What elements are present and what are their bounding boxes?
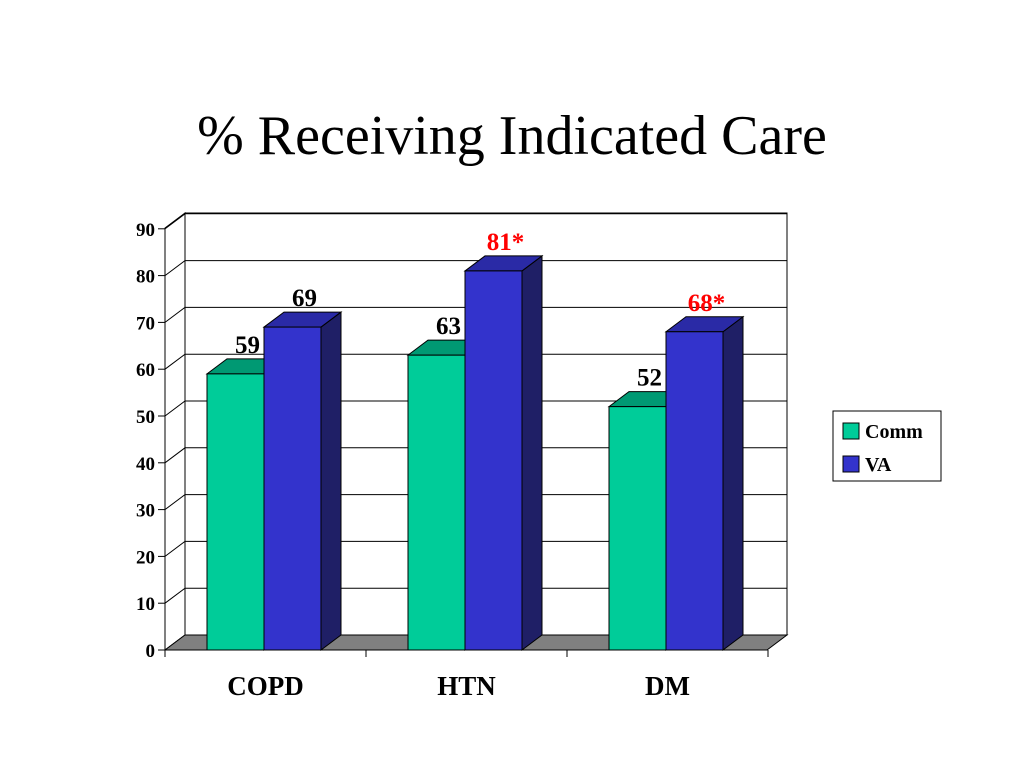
gridline: [164, 400, 787, 417]
gridline: [164, 353, 787, 370]
legend-swatch-va: [842, 455, 860, 473]
plot-side-wall: [164, 212, 186, 651]
gridline: [164, 587, 787, 604]
gridline: [164, 213, 787, 230]
category-label: COPD: [227, 671, 304, 701]
category-label: DM: [645, 671, 690, 701]
gridline: [164, 260, 787, 277]
bar-va-htn: [464, 270, 523, 651]
gridline: [164, 494, 787, 511]
bar-va-dm: [665, 331, 724, 651]
legend-label: VA: [865, 454, 892, 476]
y-tick-label: 80: [136, 267, 155, 288]
data-label: 81*: [487, 229, 525, 256]
data-label: 69: [292, 285, 317, 312]
y-tick-label: 60: [136, 360, 155, 381]
y-tick-label: 10: [136, 594, 155, 615]
bar-comm-copd: [206, 373, 265, 651]
category-label: HTN: [437, 671, 496, 701]
data-label: 68*: [688, 290, 726, 317]
bar-comm-dm: [608, 406, 667, 651]
bar-side: [320, 311, 342, 651]
legend-label: Comm: [865, 421, 923, 443]
y-tick-label: 0: [146, 641, 156, 662]
gridline: [164, 306, 787, 323]
bar-side: [521, 254, 543, 651]
bar-side: [722, 315, 744, 651]
data-label: 63: [436, 313, 461, 340]
slide-title: % Receiving Indicated Care: [197, 105, 827, 167]
y-tick-label: 50: [136, 407, 155, 428]
y-tick-label: 30: [136, 501, 155, 522]
data-label: 52: [637, 365, 662, 392]
data-label: 59: [235, 332, 260, 359]
legend-swatch-comm: [842, 422, 860, 440]
y-tick-label: 90: [136, 220, 155, 241]
y-tick-label: 70: [136, 313, 155, 334]
y-tick-label: 20: [136, 547, 155, 568]
bar-comm-htn: [407, 354, 466, 651]
bar-va-copd: [263, 326, 322, 651]
gridline: [164, 447, 787, 464]
y-tick-label: 40: [136, 454, 155, 475]
gridline: [164, 540, 787, 557]
